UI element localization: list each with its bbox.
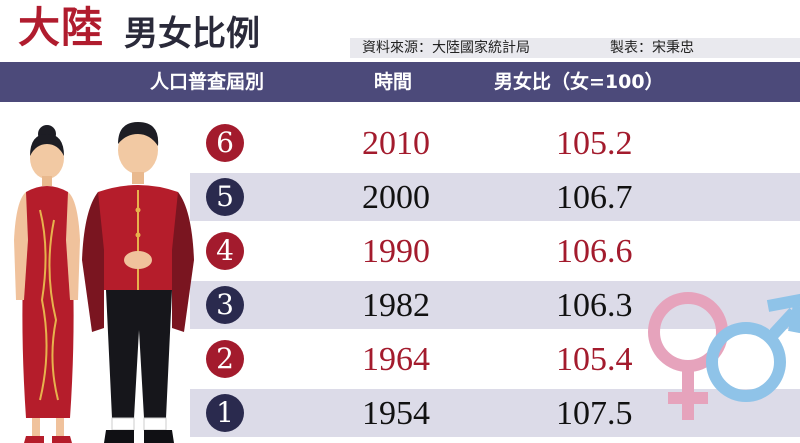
table-row bbox=[190, 119, 800, 167]
year-cell: 1990 bbox=[362, 233, 430, 270]
census-badge: 1 bbox=[206, 394, 244, 432]
ratio-cell: 107.5 bbox=[556, 395, 633, 432]
table-row bbox=[190, 227, 800, 275]
table-header bbox=[0, 62, 800, 102]
source-text: 資料來源：大陸國家統計局 bbox=[362, 40, 530, 56]
year-cell: 2010 bbox=[362, 125, 430, 162]
ratio-cell: 105.2 bbox=[556, 125, 633, 162]
male-symbol-icon bbox=[706, 293, 800, 402]
header-year: 時間 bbox=[374, 71, 413, 93]
couple-illustration bbox=[14, 122, 194, 443]
year-cell: 1954 bbox=[362, 395, 430, 432]
female-figure-icon bbox=[14, 125, 80, 443]
ratio-cell: 106.7 bbox=[556, 179, 633, 216]
header-ratio: 男女比（女=100） bbox=[494, 71, 664, 93]
maker-text: 製表：宋秉忠 bbox=[610, 40, 694, 56]
ratio-cell: 105.4 bbox=[556, 341, 633, 378]
meta-bar bbox=[350, 38, 800, 58]
census-badge: 5 bbox=[206, 178, 244, 216]
census-badge: 6 bbox=[206, 124, 244, 162]
male-figure-icon bbox=[82, 122, 194, 443]
title-sub: 男女比例 bbox=[124, 14, 260, 54]
gender-symbols bbox=[648, 292, 800, 420]
census-badge: 4 bbox=[206, 232, 244, 270]
header-census: 人口普查屆別 bbox=[150, 71, 265, 93]
ratio-cell: 106.3 bbox=[556, 287, 633, 324]
census-badge: 3 bbox=[206, 286, 244, 324]
ratio-cell: 106.6 bbox=[556, 233, 633, 270]
title-main: 大陸 bbox=[18, 3, 105, 52]
year-cell: 2000 bbox=[362, 179, 430, 216]
census-badge: 2 bbox=[206, 340, 244, 378]
year-cell: 1964 bbox=[362, 341, 430, 378]
table-row bbox=[190, 173, 800, 221]
year-cell: 1982 bbox=[362, 287, 430, 324]
